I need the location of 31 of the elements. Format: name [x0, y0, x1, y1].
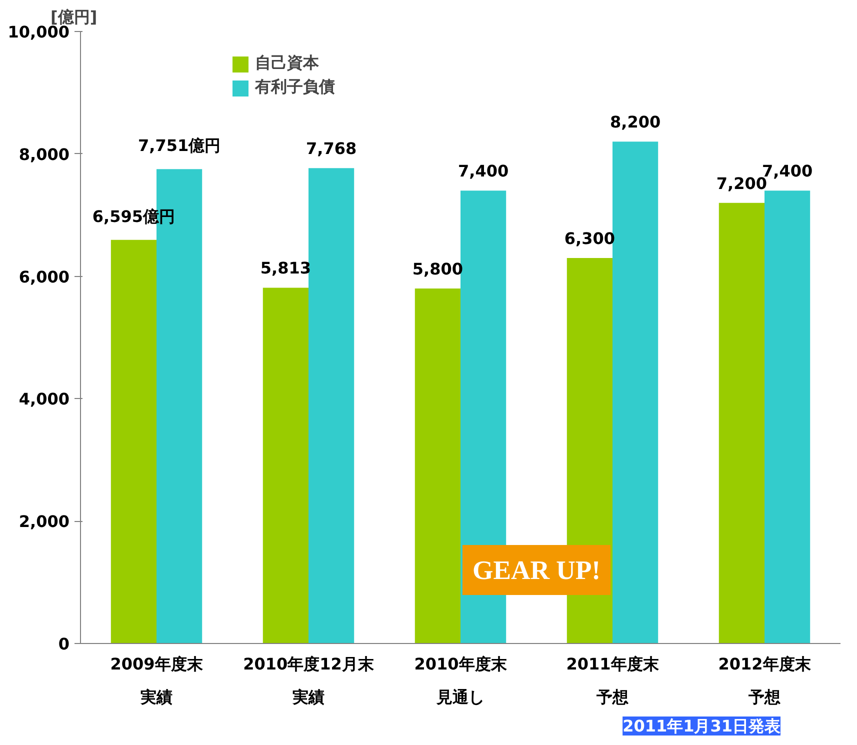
- text: 実績: [140, 688, 172, 706]
- data-label: 7,400: [458, 162, 509, 181]
- y-tick-label: 6,000: [18, 267, 70, 286]
- x-tick-label: 2010年度12月末: [243, 654, 375, 674]
- bar: [414, 288, 460, 644]
- text: 2011年1月31日発表: [622, 716, 782, 736]
- text: 予想: [596, 688, 630, 706]
- data-label: 7,751億円: [138, 136, 221, 156]
- annotation: GEAR UP!: [472, 555, 601, 586]
- data-label: 7,768: [306, 139, 357, 158]
- x-tick-label: 2012年度末: [718, 654, 812, 674]
- bar: [612, 142, 658, 644]
- y-tick-label: 0: [58, 634, 70, 654]
- legend-label: 有利子負債: [255, 77, 335, 98]
- y-axis-title: [億円]: [50, 8, 98, 26]
- text: 実績: [292, 688, 324, 706]
- bar: [764, 190, 810, 644]
- legend-label: 自己資本: [255, 53, 319, 74]
- y-tick-label: 4,000: [18, 390, 70, 409]
- x-tick-label: 2010年度末: [414, 654, 508, 674]
- data-label: 8,200: [610, 112, 661, 132]
- x-tick-label: 2011年度末: [566, 654, 660, 674]
- y-tick-label: 8,000: [18, 144, 70, 164]
- bar: [718, 202, 764, 644]
- text: 予想: [748, 688, 782, 706]
- x-tick-label: 2009年度末: [110, 654, 204, 674]
- bar: [262, 288, 308, 644]
- text: 見通し: [436, 688, 484, 706]
- bar: [308, 168, 354, 644]
- bar: [110, 240, 156, 644]
- y-tick-label: 2,000: [18, 512, 70, 532]
